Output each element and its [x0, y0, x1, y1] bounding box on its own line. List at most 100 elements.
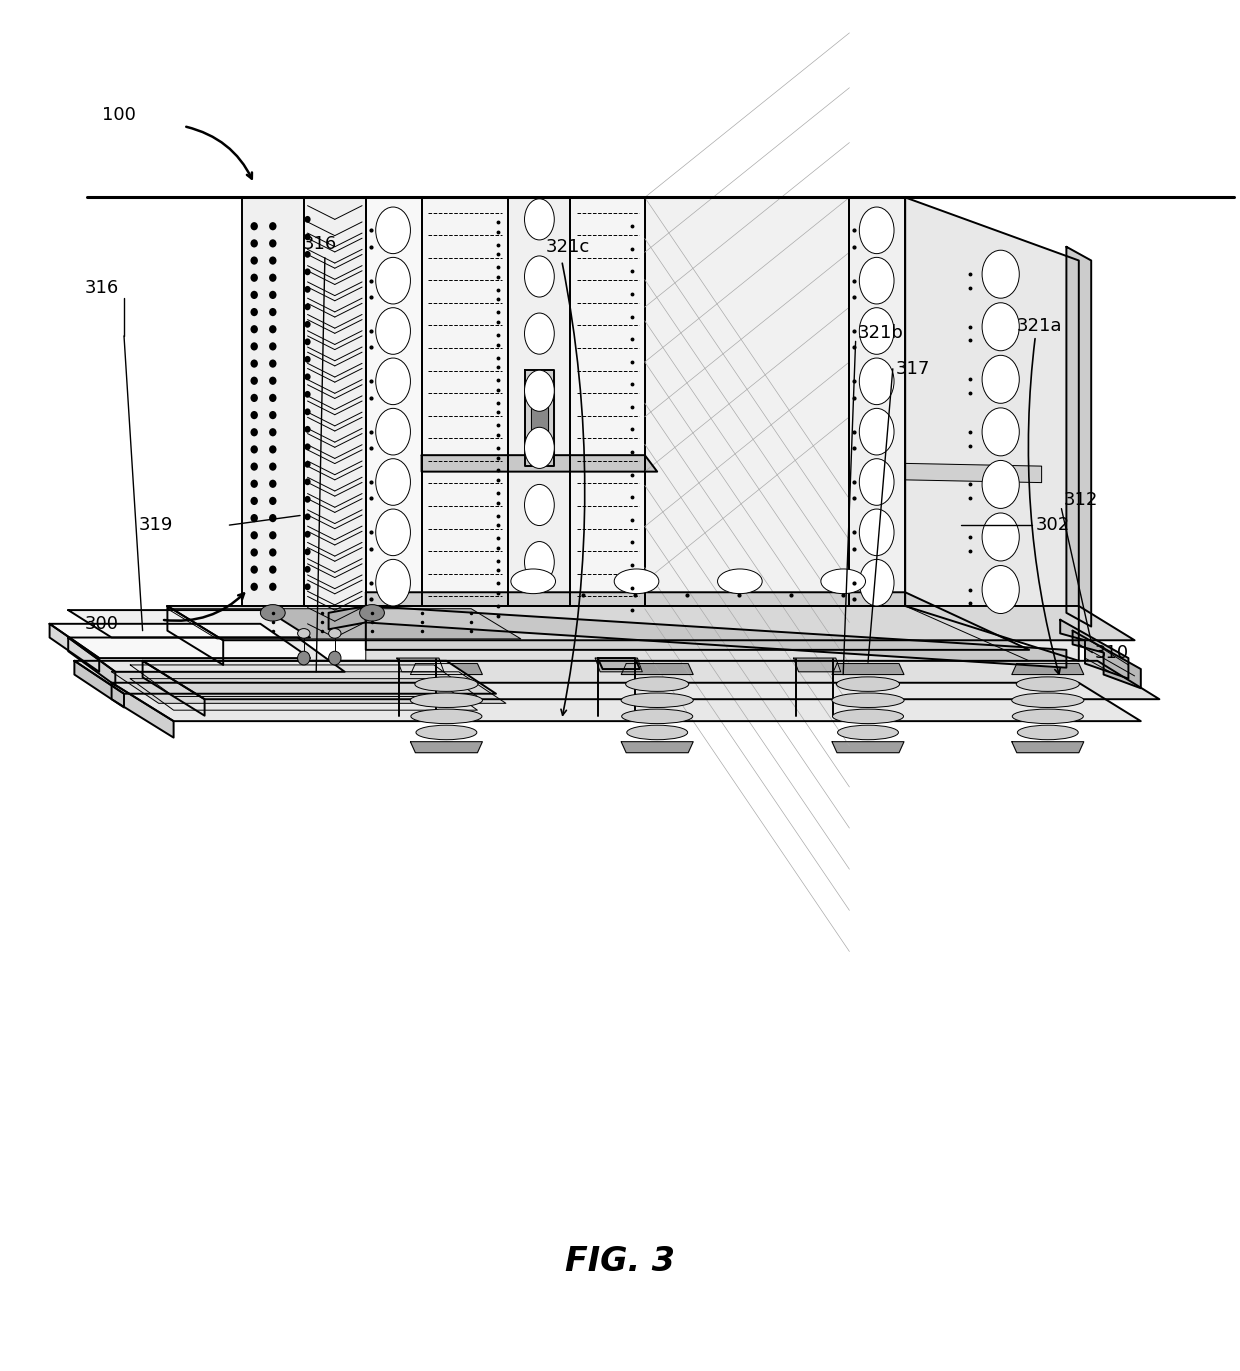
Polygon shape [621, 664, 693, 675]
Ellipse shape [329, 651, 341, 665]
Ellipse shape [525, 256, 554, 298]
Ellipse shape [269, 359, 277, 367]
Ellipse shape [304, 478, 310, 485]
Polygon shape [143, 661, 205, 716]
Ellipse shape [269, 446, 277, 454]
Ellipse shape [269, 393, 277, 402]
Ellipse shape [250, 514, 258, 522]
Polygon shape [1060, 620, 1128, 679]
Polygon shape [366, 592, 1029, 650]
Polygon shape [531, 387, 548, 452]
Ellipse shape [250, 291, 258, 299]
Ellipse shape [304, 356, 310, 363]
Ellipse shape [250, 446, 258, 454]
Ellipse shape [250, 256, 258, 265]
Polygon shape [794, 658, 841, 672]
Ellipse shape [304, 584, 310, 590]
Ellipse shape [250, 480, 258, 488]
Polygon shape [304, 197, 366, 606]
Polygon shape [242, 197, 304, 606]
Text: 321c: 321c [546, 237, 590, 256]
Ellipse shape [269, 583, 277, 591]
Ellipse shape [859, 258, 894, 304]
Polygon shape [422, 455, 657, 472]
Polygon shape [832, 742, 904, 753]
Ellipse shape [269, 565, 277, 573]
Polygon shape [598, 658, 640, 669]
Ellipse shape [269, 274, 277, 282]
Ellipse shape [304, 443, 310, 450]
Polygon shape [112, 672, 506, 703]
Text: 312: 312 [1064, 491, 1099, 510]
Ellipse shape [269, 462, 277, 470]
Polygon shape [143, 661, 1159, 699]
Ellipse shape [304, 287, 310, 293]
Ellipse shape [614, 569, 658, 594]
Ellipse shape [304, 303, 310, 310]
Ellipse shape [859, 207, 894, 254]
Ellipse shape [298, 651, 310, 665]
Ellipse shape [982, 409, 1019, 455]
Ellipse shape [260, 605, 285, 621]
Polygon shape [525, 370, 554, 466]
Polygon shape [397, 658, 444, 672]
Ellipse shape [250, 411, 258, 420]
Ellipse shape [304, 566, 310, 573]
Polygon shape [832, 664, 904, 675]
Ellipse shape [525, 199, 554, 240]
Polygon shape [1012, 742, 1084, 753]
Ellipse shape [859, 459, 894, 506]
Ellipse shape [415, 677, 477, 691]
Polygon shape [366, 197, 422, 606]
Ellipse shape [415, 725, 477, 740]
Ellipse shape [269, 308, 277, 317]
Ellipse shape [304, 373, 310, 380]
Polygon shape [50, 624, 99, 672]
Ellipse shape [859, 509, 894, 555]
Ellipse shape [250, 548, 258, 557]
Text: 310: 310 [1095, 643, 1130, 662]
Ellipse shape [304, 321, 310, 328]
Ellipse shape [304, 548, 310, 555]
Polygon shape [621, 742, 693, 753]
Text: 321b: 321b [858, 324, 904, 343]
Ellipse shape [269, 514, 277, 522]
Ellipse shape [250, 240, 258, 248]
Text: 300: 300 [84, 614, 118, 633]
Text: 317: 317 [895, 359, 930, 378]
Ellipse shape [304, 496, 310, 503]
Ellipse shape [269, 480, 277, 488]
Polygon shape [595, 658, 642, 672]
Ellipse shape [269, 496, 277, 505]
Text: 319: 319 [139, 515, 174, 535]
Ellipse shape [821, 569, 866, 594]
Polygon shape [112, 683, 1141, 721]
Polygon shape [167, 606, 1135, 640]
Ellipse shape [621, 692, 693, 707]
Ellipse shape [304, 217, 310, 223]
Ellipse shape [329, 628, 341, 638]
Ellipse shape [525, 428, 554, 469]
Text: 316: 316 [84, 278, 119, 298]
Ellipse shape [269, 325, 277, 333]
Ellipse shape [718, 569, 763, 594]
Ellipse shape [859, 307, 894, 354]
Polygon shape [1066, 247, 1091, 627]
Ellipse shape [837, 725, 899, 740]
Ellipse shape [376, 409, 410, 455]
Ellipse shape [269, 343, 277, 351]
Polygon shape [366, 606, 1029, 661]
Ellipse shape [376, 258, 410, 304]
Ellipse shape [269, 240, 277, 248]
Ellipse shape [1012, 692, 1084, 707]
Ellipse shape [982, 461, 1019, 509]
Ellipse shape [250, 565, 258, 573]
Text: 316: 316 [303, 234, 337, 254]
Polygon shape [68, 638, 115, 686]
Ellipse shape [269, 531, 277, 539]
Polygon shape [508, 197, 570, 606]
Ellipse shape [859, 559, 894, 606]
Ellipse shape [832, 692, 904, 707]
Ellipse shape [250, 343, 258, 351]
Ellipse shape [250, 325, 258, 333]
